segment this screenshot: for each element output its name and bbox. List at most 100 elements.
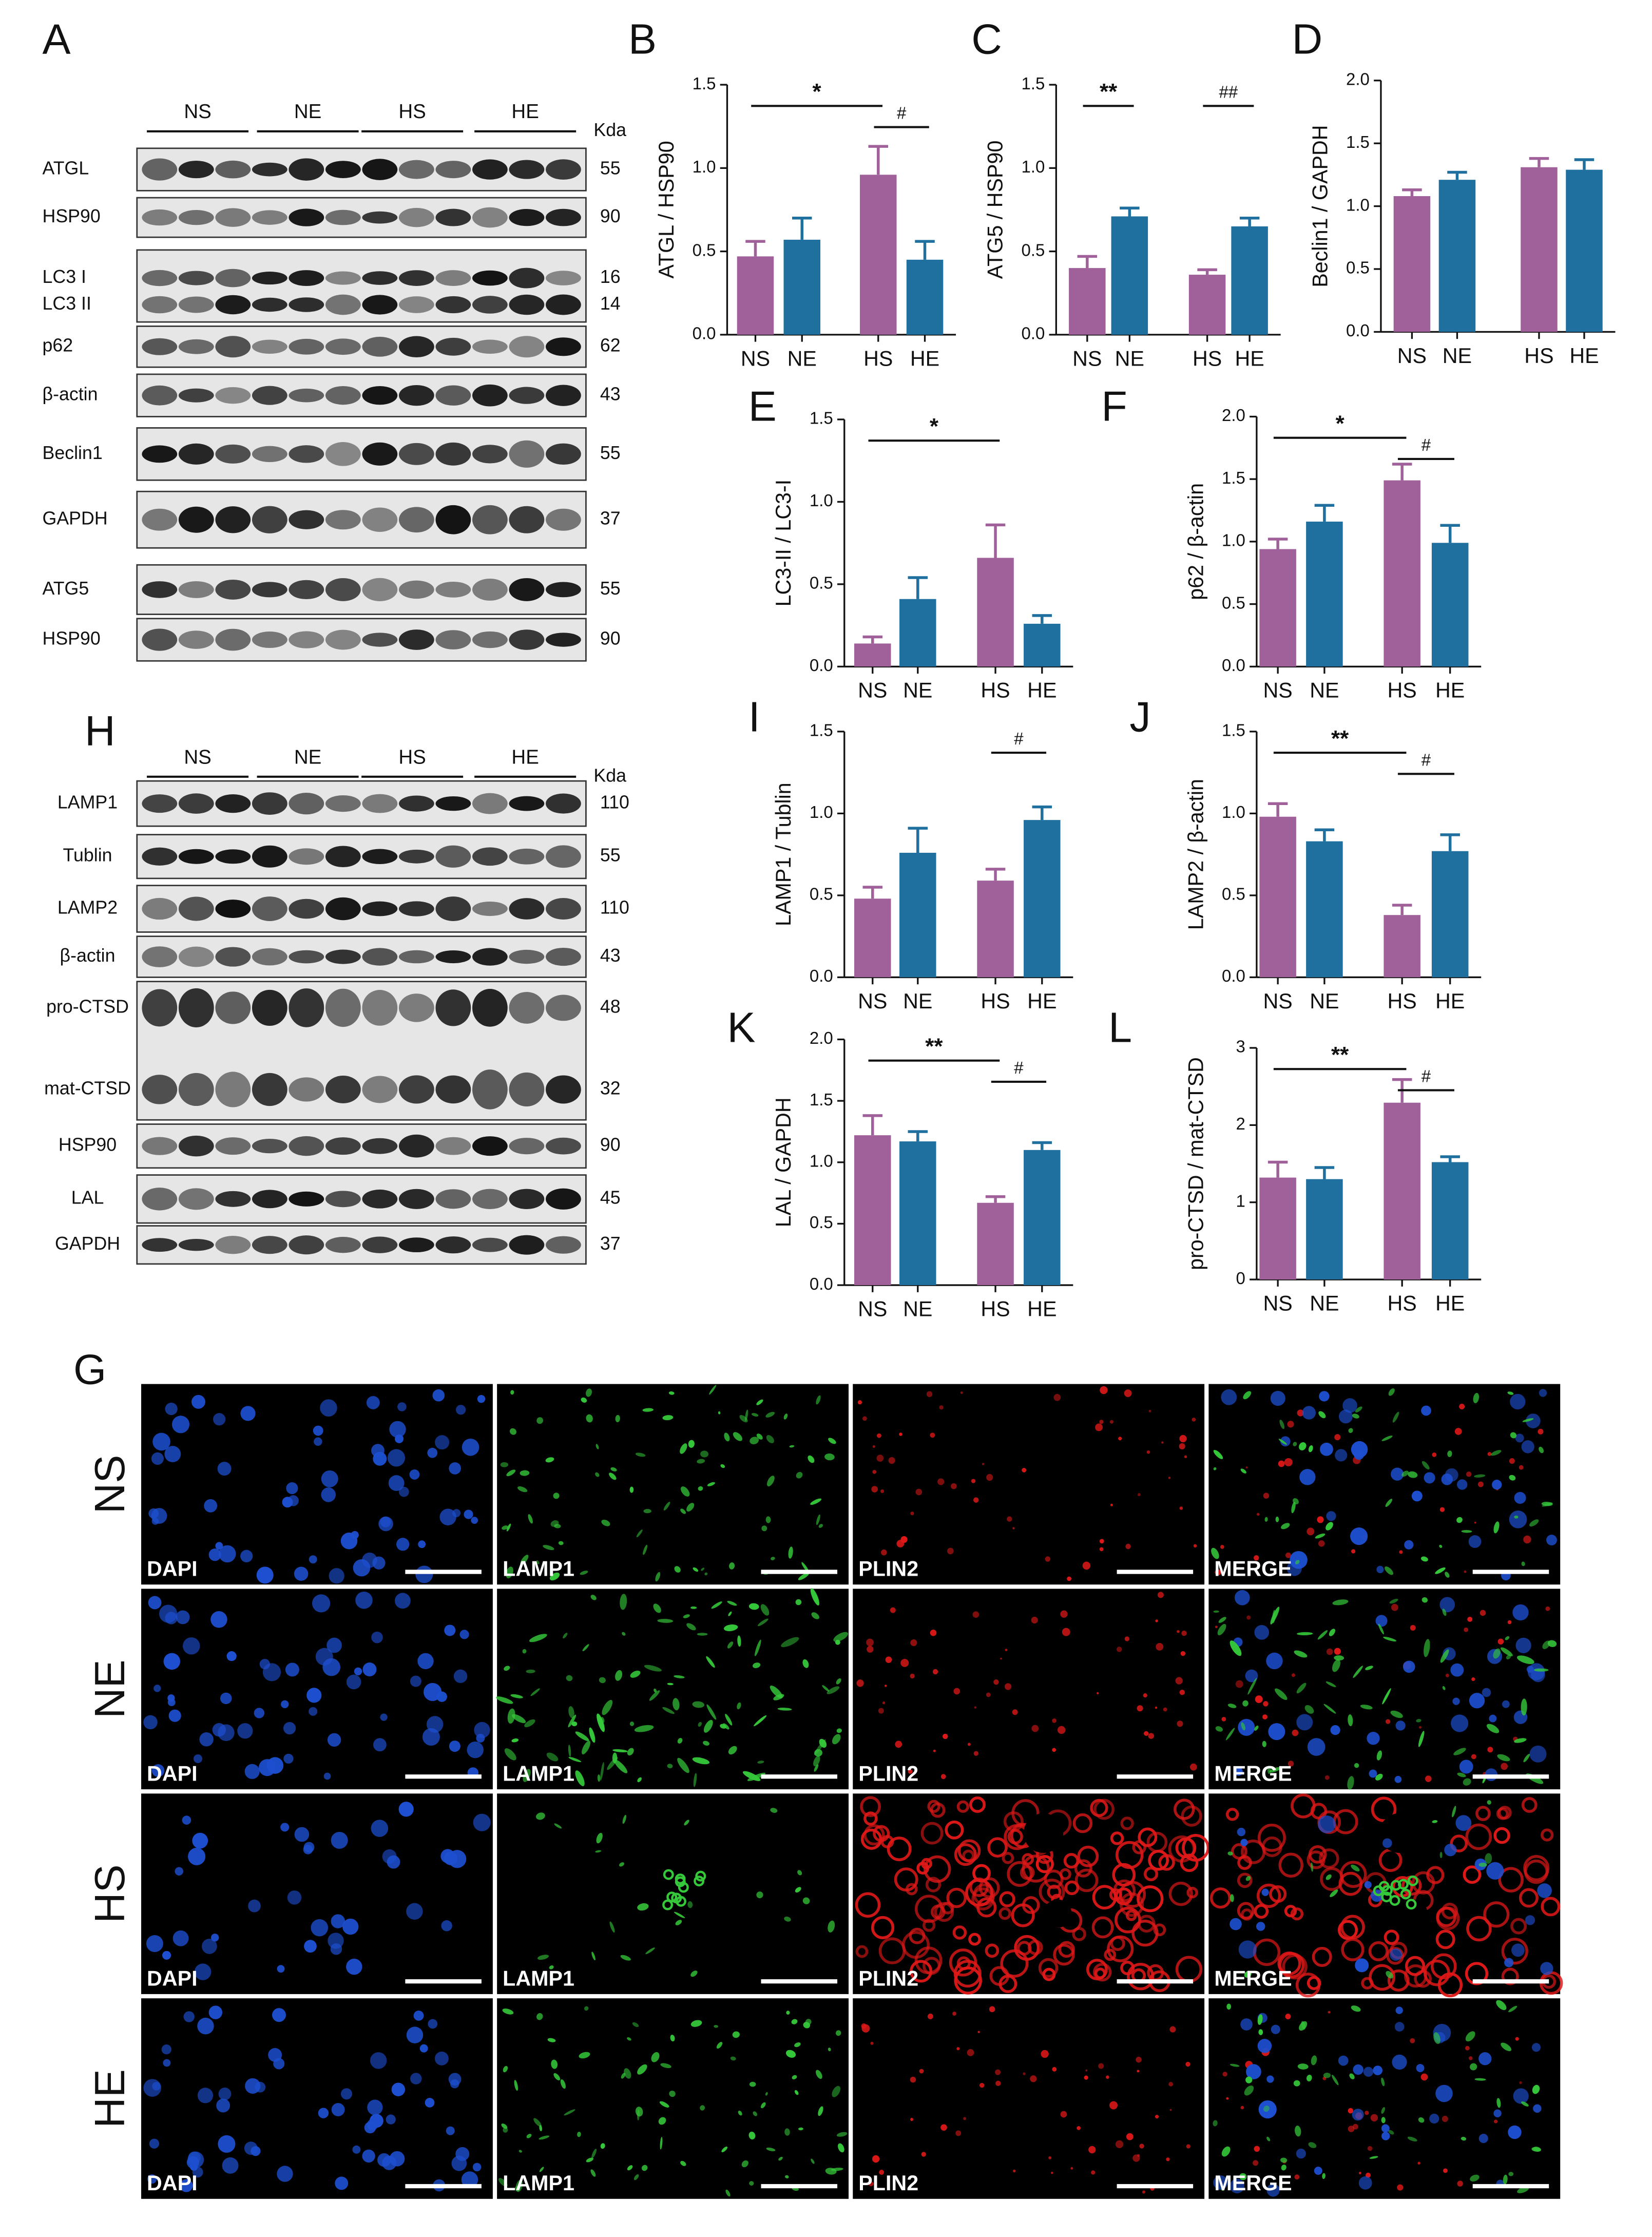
y-tick-label: 0 [1236, 1269, 1245, 1288]
lysosome [629, 1486, 634, 1493]
lipid-droplet [998, 1975, 1017, 1993]
nucleus [1450, 1663, 1464, 1677]
blot-band [398, 849, 434, 864]
nucleus [448, 2073, 462, 2086]
x-tick-label: HS [981, 989, 1010, 1013]
micrograph: MERGE [1208, 1589, 1561, 1790]
blot-band [509, 578, 545, 601]
lysosome [828, 2048, 831, 2052]
y-tick-label: 0.0 [1346, 321, 1370, 340]
lysosome [651, 2052, 660, 2062]
lipid-droplet [977, 2031, 980, 2033]
lysosome [579, 2052, 590, 2059]
nucleus [282, 1497, 293, 1508]
nucleus [210, 1934, 219, 1942]
lysosome [737, 1635, 741, 1647]
nucleus [1411, 1490, 1423, 1502]
lysosome [1348, 1428, 1353, 1433]
significance-mark: ## [1219, 82, 1238, 101]
lysosome [1463, 1778, 1471, 1786]
blot-band [289, 1077, 324, 1102]
lysosome [796, 1471, 803, 1479]
lipid-droplet [899, 1432, 902, 1436]
y-tick-label: 0.5 [1346, 258, 1370, 277]
nucleus [1416, 2063, 1425, 2072]
lysosome [1311, 2055, 1317, 2066]
nucleus [1539, 1389, 1547, 1397]
lysosome [1263, 2106, 1270, 2112]
lysosome [1211, 1547, 1219, 1559]
blot-band [252, 896, 287, 921]
lysosome [771, 1557, 775, 1560]
nucleus [268, 2048, 282, 2062]
lysosome [1275, 1516, 1279, 1522]
lysosome [586, 1414, 593, 1423]
lipid-droplet [1387, 1970, 1410, 1992]
lysosome [1349, 2073, 1355, 2079]
blot-band [215, 1235, 251, 1254]
lipid-droplet [1051, 2171, 1053, 2174]
x-tick-label: NS [741, 347, 770, 370]
lipid-droplet [986, 1474, 993, 1481]
lipid-droplet [1177, 1720, 1183, 1727]
lysosome [1329, 1629, 1335, 1636]
lysosome [1378, 1623, 1384, 1635]
nucleus [1314, 2166, 1322, 2175]
lipid-droplet [915, 1488, 923, 1496]
lysosome [703, 1741, 709, 1746]
nucleus [244, 2142, 258, 2155]
x-tick-label: NS [1263, 989, 1292, 1013]
lipid-droplet [1475, 1806, 1491, 1821]
lysosome [1422, 1597, 1428, 1603]
blot-band [142, 1075, 178, 1104]
lysosome [1369, 2156, 1378, 2159]
nucleus [1515, 1433, 1524, 1443]
lipid-droplet [1521, 1797, 1538, 1813]
blot-band [472, 948, 508, 966]
lysosome [811, 1612, 819, 1619]
blot-band [362, 159, 398, 180]
nucleus [444, 1624, 456, 1636]
blot-band [289, 793, 324, 815]
nucleus [1234, 1590, 1250, 1605]
nucleus [143, 1715, 158, 1730]
lipid-droplet [1062, 1628, 1070, 1636]
lysosome [1243, 1391, 1252, 1400]
lipid-droplet [900, 1658, 909, 1667]
lipid-droplet [973, 1751, 979, 1756]
channel-label: LAMP1 [503, 2171, 574, 2195]
lysosome [1378, 1881, 1390, 1892]
lysosome [690, 1971, 698, 1977]
lysosome [781, 1637, 799, 1648]
lysosome [1487, 1800, 1491, 1805]
lysosome [810, 1588, 819, 1605]
lipid-droplet [1235, 1680, 1243, 1688]
blot-band [398, 385, 434, 406]
lipid-droplet [910, 1673, 915, 1679]
lysosome [716, 2042, 723, 2049]
nucleus [1353, 2064, 1363, 2075]
lysosome [496, 1696, 513, 1704]
bar [1384, 915, 1420, 978]
lysosome [582, 1644, 589, 1652]
panel-letter: I [748, 694, 760, 741]
nucleus [346, 1674, 361, 1690]
x-tick-label: HS [1193, 347, 1222, 370]
blot-band [178, 1188, 214, 1210]
nucleus [425, 2098, 435, 2108]
lysosome [575, 1731, 589, 1741]
lipid-droplet [1048, 2156, 1052, 2159]
nucleus [153, 1685, 161, 1692]
lysosome [835, 2030, 841, 2036]
lysosome [1424, 1639, 1430, 1657]
lysosome [512, 1714, 526, 1724]
lipid-droplet [1253, 2160, 1259, 2166]
lipid-droplet [1116, 1647, 1122, 1652]
lipid-droplet [1007, 1516, 1012, 1522]
lipid-droplet [1226, 2097, 1229, 2100]
blot-band [509, 796, 545, 811]
channel-label: DAPI [147, 1762, 198, 1785]
y-tick-label: 0.0 [810, 656, 833, 675]
nucleus [473, 1813, 491, 1831]
lipid-droplet [1142, 2190, 1145, 2194]
